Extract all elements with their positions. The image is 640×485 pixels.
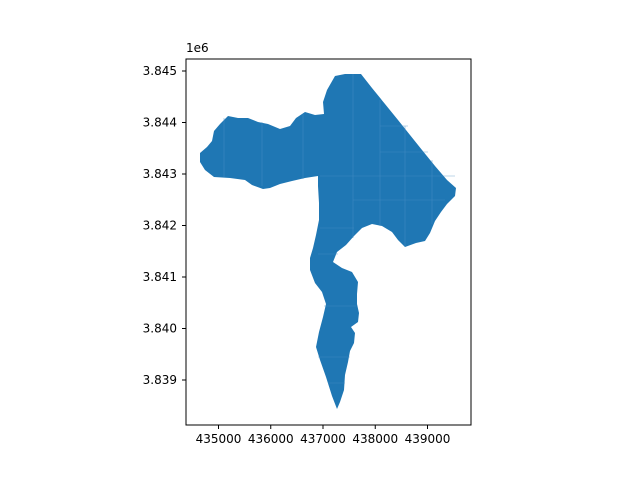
y-tick-label: 3.841	[143, 270, 177, 284]
axes-frame	[185, 58, 472, 426]
x-tick-label: 436000	[248, 432, 294, 446]
y-tick-label: 3.840	[143, 322, 177, 336]
x-tick-label: 439000	[405, 432, 451, 446]
x-axis-ticks: 435000 436000 437000 438000 439000	[196, 425, 451, 446]
map-region	[200, 74, 456, 409]
y-tick-label: 3.839	[143, 373, 177, 387]
y-axis-scale-label: 1e6	[186, 41, 209, 55]
x-tick-label: 438000	[352, 432, 398, 446]
y-tick-label: 3.844	[143, 116, 177, 130]
x-tick-label: 437000	[300, 432, 346, 446]
region-internal-boundaries	[223, 74, 455, 384]
y-tick-label: 3.845	[143, 64, 177, 78]
y-axis-ticks: 3.839 3.840 3.841 3.842 3.843 3.844 3.845	[143, 64, 186, 387]
region-polygon	[200, 74, 456, 409]
y-tick-label: 3.843	[143, 167, 177, 181]
y-tick-label: 3.842	[143, 219, 177, 233]
x-tick-label: 435000	[196, 432, 242, 446]
